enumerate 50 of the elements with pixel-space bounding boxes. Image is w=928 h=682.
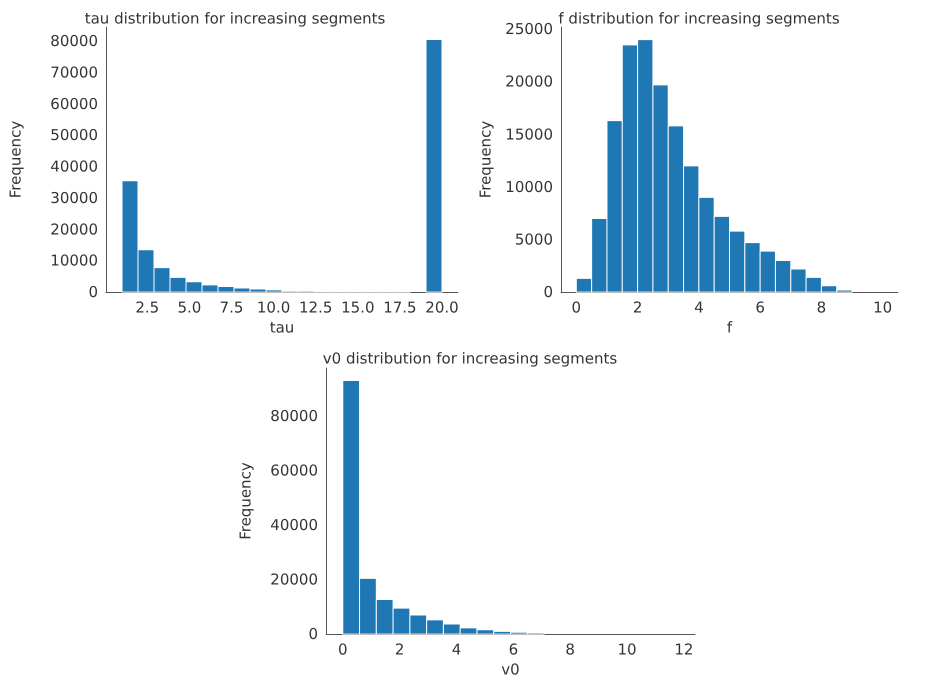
- x-axis-title: v0: [501, 660, 520, 678]
- y-tick-label: 25000: [505, 20, 553, 38]
- x-tick-label: 6: [755, 298, 765, 317]
- x-tick-label: 17.5: [383, 298, 417, 317]
- x-tick-label: 10: [873, 298, 892, 317]
- x-tick-label: 12.5: [298, 298, 332, 317]
- y-tick-label: 60000: [270, 461, 318, 480]
- x-tick-label: 4: [694, 298, 704, 317]
- x-axis-title: f: [726, 318, 733, 336]
- chart-title: f distribution for increasing segments: [558, 10, 840, 28]
- x-tick-label: 5.0: [177, 298, 202, 317]
- x-axis-title: tau: [270, 318, 294, 336]
- y-tick-label: 0: [543, 283, 553, 302]
- y-axis-title: Frequency: [6, 120, 24, 198]
- y-tick-label: 20000: [50, 220, 98, 238]
- y-tick-label: 0: [88, 283, 98, 302]
- x-tick-label: 0: [338, 640, 348, 659]
- y-tick-label: 20000: [505, 72, 553, 91]
- x-tick-label: 12: [674, 640, 694, 659]
- x-tick-label: 7.5: [220, 298, 244, 317]
- y-tick-label: 10000: [505, 178, 553, 196]
- y-tick-label: 10000: [50, 252, 98, 270]
- x-tick-label: 8: [816, 298, 826, 317]
- y-tick-label: 20000: [270, 570, 318, 589]
- y-tick-label: 40000: [50, 158, 98, 176]
- y-tick-label: 60000: [50, 94, 98, 113]
- x-tick-label: 2: [632, 298, 642, 317]
- x-tick-label: 10: [618, 640, 637, 659]
- x-tick-label: 6: [508, 640, 518, 659]
- x-tick-label: 2: [394, 640, 404, 659]
- y-tick-label: 50000: [50, 126, 98, 144]
- chart-title: tau distribution for increasing segments: [84, 10, 386, 28]
- chart-title: v0 distribution for increasing segments: [322, 350, 618, 368]
- x-tick-label: 15.0: [341, 298, 374, 317]
- x-tick-label: 20.0: [425, 298, 459, 317]
- x-tick-label: 10.0: [256, 298, 290, 317]
- x-tick-label: 0: [572, 298, 582, 317]
- x-tick-label: 2.5: [135, 298, 160, 317]
- x-tick-label: 4: [452, 640, 462, 659]
- y-tick-label: 80000: [50, 32, 98, 50]
- y-tick-label: 15000: [505, 125, 553, 144]
- x-tick-label: 8: [565, 640, 575, 659]
- y-axis-title: Frequency: [236, 462, 254, 540]
- y-axis-title: Frequency: [476, 120, 494, 198]
- y-tick-label: 30000: [50, 188, 98, 207]
- y-tick-label: 70000: [50, 63, 98, 82]
- y-tick-label: 5000: [514, 230, 553, 248]
- y-tick-label: 80000: [270, 406, 318, 425]
- y-tick-label: 40000: [270, 516, 318, 534]
- y-tick-label: 0: [308, 625, 318, 644]
